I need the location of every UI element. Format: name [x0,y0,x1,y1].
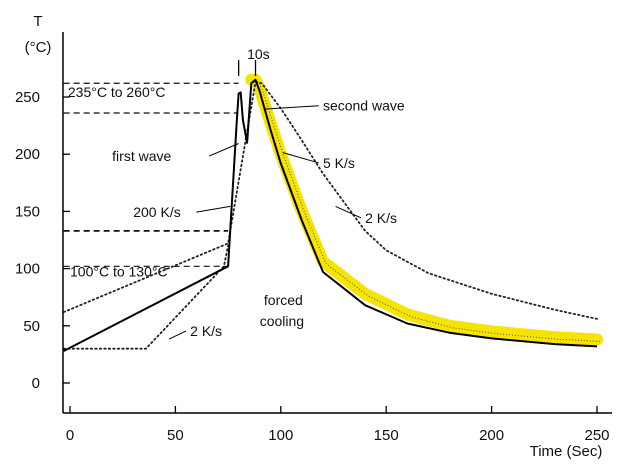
annotation: 10s [247,46,270,62]
annotation: second wave [323,98,405,114]
series-dotted-upper [62,81,598,320]
y-tick-label: 200 [15,146,40,163]
annotation: 2 K/s [365,210,397,226]
series-dotted-lower [62,244,229,350]
annotation: cooling [260,313,304,329]
annotation: 100°C to 130°C [70,264,168,280]
reference-lines [63,82,239,267]
annotation-leader [263,105,319,110]
y-tick-label: 250 [15,89,40,106]
series-solid-profile [63,78,598,352]
x-tick-label: 150 [374,427,399,444]
series-layer [62,73,603,352]
axes [62,32,612,414]
annotation-leader [208,143,239,157]
annotation: 200 K/s [133,204,180,220]
y-tick-label: 50 [23,318,40,335]
x-tick-label: 0 [66,427,74,444]
x-tick-label: 250 [584,427,609,444]
x-tick-label: 50 [167,427,184,444]
ticks: 0 50 100 150 200 250 0 50 100 150 200 250 [15,89,610,444]
annotations: 235°C to 260°C 10s second wave first wave 5 … [68,46,405,340]
annotation: first wave [112,148,171,164]
annotation: 5 K/s [323,155,355,171]
annotation-leader [335,205,362,219]
annotation: 2 K/s [190,323,222,339]
x-axis-label: Time (Sec) [530,443,603,460]
series-yellow-band-edge [254,81,601,342]
x-tick-label: 200 [479,427,504,444]
annotation-leader [282,152,319,164]
y-tick-label: 100 [15,261,40,278]
series-yellow-band [245,73,603,346]
x-tick-label: 100 [268,427,293,444]
annotation-leader [168,330,187,340]
y-tick-label: 0 [32,375,40,392]
annotation-leader [196,205,231,213]
annotation: 235°C to 260°C [68,84,166,100]
annotation: forced [264,292,303,308]
y-axis-label: T [33,13,42,30]
y-tick-label: 150 [15,203,40,220]
y-axis-unit: (°C) [25,39,52,56]
